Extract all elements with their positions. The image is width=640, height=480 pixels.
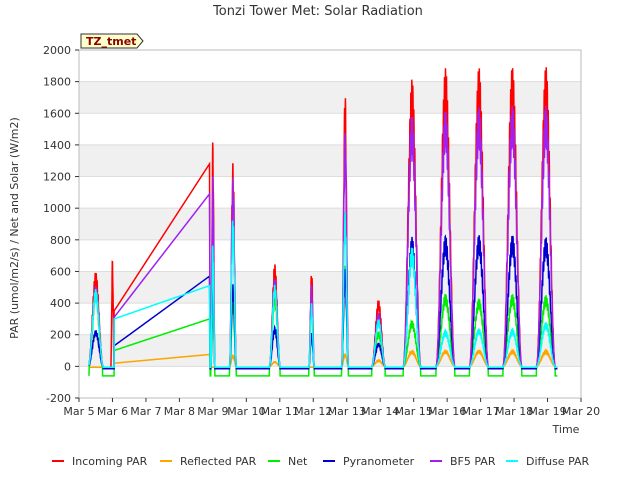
legend-label: Net	[288, 455, 308, 468]
y-tick-label: 1800	[43, 76, 71, 89]
x-tick-label: Mar 12	[294, 405, 332, 418]
x-axis-label: Time	[552, 423, 580, 436]
y-tick-label: 2000	[43, 44, 71, 57]
x-tick-label: Mar 20	[562, 405, 600, 418]
plot-band	[79, 334, 581, 367]
x-tick-label: Mar 11	[261, 405, 299, 418]
x-tick-label: Mar 8	[164, 405, 195, 418]
x-tick-label: Mar 19	[528, 405, 566, 418]
y-tick-label: 1200	[43, 171, 71, 184]
y-axis-label: PAR (umol/m2/s) / Net and Solar (W/m2)	[8, 117, 21, 339]
legend-label: Reflected PAR	[180, 455, 257, 468]
x-tick-label: Mar 13	[328, 405, 366, 418]
plot-band	[79, 81, 581, 114]
y-tick-label: 0	[64, 360, 71, 373]
x-tick-label: Mar 6	[97, 405, 128, 418]
plot-band	[79, 208, 581, 240]
series-line-pyranometer	[88, 234, 558, 370]
x-tick-label: Mar 15	[395, 405, 433, 418]
x-tick-label: Mar 7	[130, 405, 161, 418]
x-tick-label: Mar 18	[495, 405, 533, 418]
legend-label: Pyranometer	[343, 455, 415, 468]
x-tick-label: Mar 14	[361, 405, 399, 418]
plot-background	[79, 50, 581, 398]
legend-label: BF5 PAR	[450, 455, 496, 468]
x-tick-label: Mar 5	[63, 405, 94, 418]
legend-label: Diffuse PAR	[526, 455, 590, 468]
x-tick-label: Mar 17	[461, 405, 499, 418]
plot-frame	[78, 49, 582, 399]
y-tick-label: 1400	[43, 139, 71, 152]
tag-box-shape	[80, 33, 144, 49]
y-axis-ticks: -200 0 200 400 600 800 1000 1200 1400 1600 1800 200…	[43, 44, 79, 405]
y-tick-label: 400	[50, 297, 71, 310]
tag-label: TZ_tmet	[86, 35, 136, 48]
y-tick-label: 800	[50, 234, 71, 247]
tag-box: TZ_tmet	[80, 33, 144, 49]
y-tick-label: 200	[50, 329, 71, 342]
series-line-net	[88, 265, 558, 377]
y-tick-label: 1000	[43, 202, 71, 215]
y-tick-label: -200	[46, 392, 71, 405]
plot-band	[79, 271, 581, 304]
x-tick-label: Mar 10	[227, 405, 265, 418]
y-tick-label: 1600	[43, 107, 71, 120]
legend-label: Incoming PAR	[72, 455, 148, 468]
chart-title: Tonzi Tower Met: Solar Radiation	[212, 4, 423, 19]
x-tick-label: Mar 9	[197, 405, 228, 418]
x-tick-label: Mar 16	[428, 405, 466, 418]
series-layer	[88, 67, 558, 377]
legend: Incoming PAR Reflected PAR Net Pyranometer B…	[52, 455, 590, 468]
plot-band	[79, 144, 581, 177]
series-line-diffuse-par	[88, 211, 558, 368]
y-tick-label: 600	[50, 265, 71, 278]
